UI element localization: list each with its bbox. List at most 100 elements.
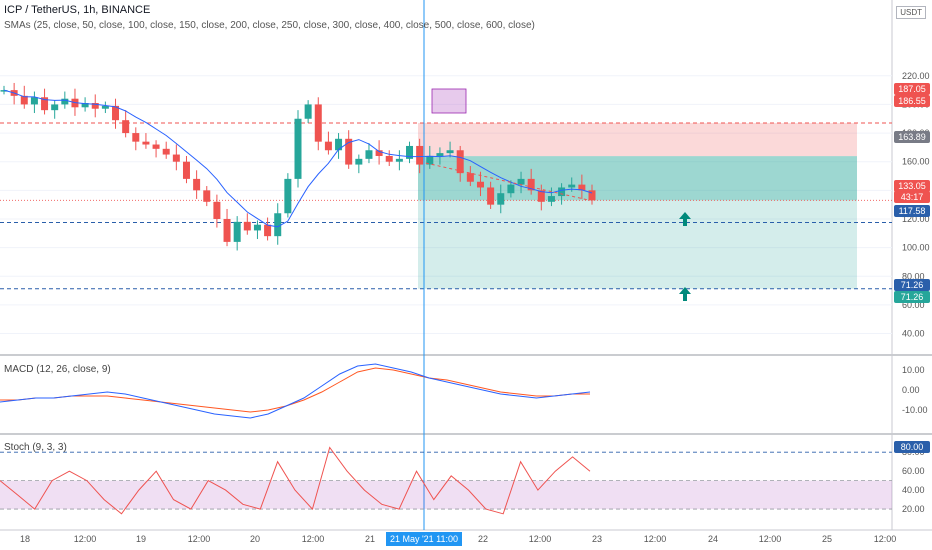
price-tag: 133.05 bbox=[894, 180, 930, 192]
candle-body bbox=[547, 196, 555, 202]
price-tick-label: 60.00 bbox=[902, 300, 925, 310]
candle-body bbox=[203, 190, 211, 202]
sma-line bbox=[3, 89, 593, 228]
candle-body bbox=[284, 178, 292, 214]
price-tag: 187.05 bbox=[894, 83, 930, 95]
stoch-k-line bbox=[0, 446, 591, 515]
price-tick-label: 40.00 bbox=[902, 329, 925, 339]
candle-body bbox=[497, 193, 505, 205]
candle-body bbox=[122, 120, 130, 134]
price-tick-label: 160.00 bbox=[902, 157, 930, 167]
macd-tick-label: -10.00 bbox=[902, 405, 928, 415]
candle-body bbox=[30, 97, 38, 105]
trend-line bbox=[419, 161, 591, 201]
stop-loss-zone bbox=[418, 122, 857, 157]
crosshair-time-bg bbox=[386, 532, 462, 546]
candle-body bbox=[172, 154, 180, 162]
time-tick-label: 24 bbox=[708, 534, 718, 544]
candle-body bbox=[304, 104, 312, 119]
macd-tick-label: 0.00 bbox=[902, 385, 920, 395]
candle-body bbox=[213, 201, 221, 219]
candle-body bbox=[274, 213, 282, 237]
candle-body bbox=[243, 221, 251, 231]
candle-body bbox=[162, 148, 170, 155]
price-tag: 80.00 bbox=[894, 441, 930, 453]
price-tag: 71.26 bbox=[894, 291, 930, 303]
time-tick-label: 21 bbox=[365, 534, 375, 544]
up-arrow-icon bbox=[679, 287, 691, 301]
candle-body bbox=[20, 95, 28, 105]
candle-body bbox=[101, 105, 109, 109]
time-tick-label: 19 bbox=[136, 534, 146, 544]
time-tick-label: 12:00 bbox=[74, 534, 97, 544]
price-tag: 163.89 bbox=[894, 131, 930, 143]
candle-body bbox=[112, 105, 120, 121]
time-tick-label: 12:00 bbox=[188, 534, 211, 544]
stoch-band bbox=[0, 480, 892, 510]
candle-body bbox=[365, 150, 373, 159]
candle-body bbox=[182, 161, 190, 179]
candle-body bbox=[132, 133, 140, 142]
profit-zone-filled bbox=[418, 156, 857, 201]
time-tick-label: 22 bbox=[478, 534, 488, 544]
candle-body bbox=[578, 184, 586, 191]
candle-body bbox=[335, 138, 343, 151]
highlight-box bbox=[431, 88, 467, 114]
price-tag: 186.55 bbox=[894, 95, 930, 107]
candle-body bbox=[314, 104, 322, 142]
candle-body bbox=[446, 150, 454, 154]
candle-body bbox=[142, 141, 150, 145]
candle-body bbox=[253, 224, 261, 231]
price-tick-label: 120.00 bbox=[902, 214, 930, 224]
candle-body bbox=[558, 187, 566, 197]
price-tag: 43:17 bbox=[894, 191, 930, 203]
candle-body bbox=[345, 138, 353, 165]
candle-body bbox=[41, 97, 49, 111]
stoch-tick-label: 40.00 bbox=[902, 485, 925, 495]
candle-body bbox=[487, 187, 495, 205]
time-tick-label: 12:00 bbox=[529, 534, 552, 544]
candle-body bbox=[355, 158, 363, 165]
candle-body bbox=[476, 181, 484, 188]
candle-body bbox=[233, 221, 241, 242]
candle-body bbox=[385, 155, 393, 162]
candle-body bbox=[61, 98, 69, 105]
candle-body bbox=[375, 150, 383, 156]
price-tick-label: 80.00 bbox=[902, 271, 925, 281]
candle-body bbox=[264, 224, 272, 237]
time-tick-label: 25 bbox=[822, 534, 832, 544]
candle-body bbox=[395, 158, 403, 162]
time-tick-label: 12:00 bbox=[644, 534, 667, 544]
time-tick-label: 12:00 bbox=[874, 534, 897, 544]
candle-body bbox=[81, 103, 89, 108]
candle-body bbox=[466, 173, 474, 182]
currency-badge[interactable]: USDT bbox=[896, 6, 926, 19]
candle-body bbox=[426, 155, 434, 165]
candle-body bbox=[436, 153, 444, 156]
candle-body bbox=[324, 141, 332, 151]
stoch-tick-label: 60.00 bbox=[902, 466, 925, 476]
crosshair-time-label: 21 May '21 11:00 bbox=[390, 534, 458, 544]
candle-body bbox=[416, 145, 424, 165]
candle-body bbox=[406, 145, 414, 159]
candle-body bbox=[588, 190, 596, 201]
candle-body bbox=[152, 144, 160, 149]
candle-body bbox=[568, 184, 576, 188]
price-tag: 117.58 bbox=[894, 205, 930, 217]
time-tick-label: 12:00 bbox=[302, 534, 325, 544]
price-tag: 71.26 bbox=[894, 279, 930, 291]
price-tick-label: 100.00 bbox=[902, 243, 930, 253]
chart-title: ICP / TetherUS, 1h, BINANCE bbox=[4, 4, 151, 16]
stoch-label: Stoch (9, 3, 3) bbox=[4, 442, 67, 453]
up-arrow-icon bbox=[679, 212, 691, 226]
candle-body bbox=[456, 150, 464, 174]
time-tick-label: 12:00 bbox=[759, 534, 782, 544]
time-tick-label: 20 bbox=[250, 534, 260, 544]
macd-signal-line bbox=[0, 367, 590, 413]
macd-label: MACD (12, 26, close, 9) bbox=[4, 364, 111, 375]
candle-body bbox=[537, 190, 545, 202]
candle-body bbox=[51, 104, 59, 111]
macd-line bbox=[0, 363, 591, 419]
candle-body bbox=[527, 178, 535, 191]
